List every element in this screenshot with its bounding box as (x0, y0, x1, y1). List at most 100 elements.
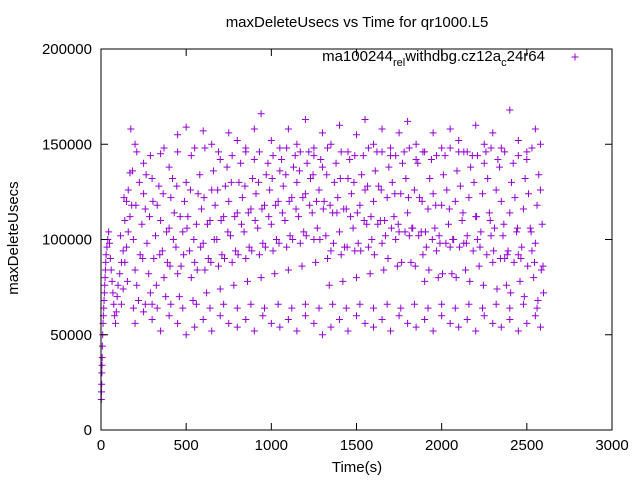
data-point (133, 148, 141, 156)
data-point (528, 247, 536, 255)
data-point (496, 255, 504, 263)
data-point (251, 216, 259, 224)
data-point (353, 274, 360, 282)
data-point (173, 182, 181, 190)
data-point (347, 213, 355, 221)
data-point (517, 255, 525, 263)
data-point (530, 274, 538, 282)
data-point (422, 243, 430, 251)
data-point (98, 361, 106, 369)
data-point (344, 148, 352, 156)
data-point (216, 155, 224, 163)
data-point (107, 266, 115, 274)
data-point (518, 243, 526, 251)
data-point (110, 300, 118, 308)
data-point (397, 304, 405, 312)
data-point (103, 243, 111, 251)
data-point (272, 201, 280, 209)
data-point (203, 289, 211, 297)
data-point (514, 136, 522, 144)
data-point (278, 155, 286, 163)
data-point (519, 205, 527, 213)
legend-label-subscript: rel (393, 57, 405, 69)
data-point (106, 239, 114, 247)
data-point (407, 258, 415, 266)
data-point (458, 216, 466, 224)
data-point (194, 190, 202, 198)
data-point (395, 228, 403, 236)
data-point (364, 144, 372, 152)
data-point (446, 243, 454, 251)
data-point (192, 300, 200, 308)
data-point (431, 224, 439, 232)
data-point (404, 117, 412, 125)
data-point (124, 186, 132, 194)
data-point (126, 213, 134, 221)
data-point (319, 205, 327, 213)
data-point (497, 323, 505, 331)
data-point (289, 163, 297, 171)
data-point (336, 175, 344, 183)
legend-label: ma100244relwithdbg.cz12ac24r64 (322, 48, 545, 69)
data-point (276, 144, 284, 152)
data-point (167, 194, 175, 202)
data-point (121, 258, 129, 266)
data-point (98, 342, 106, 350)
data-point (364, 182, 372, 190)
ticks-layer: 0 500 1000 1500 2000 2500 3000 0 50000 100000 1500… (42, 41, 629, 454)
data-point (174, 270, 182, 278)
data-point (351, 247, 359, 255)
data-point (197, 205, 205, 213)
data-point (315, 186, 323, 194)
data-point (327, 323, 335, 331)
data-point (439, 171, 447, 179)
data-point (506, 209, 514, 217)
data-point (214, 186, 222, 194)
data-point (493, 285, 501, 293)
legend-label-part: ma100244 (322, 48, 393, 65)
data-point (421, 277, 429, 285)
data-point (146, 289, 154, 297)
data-point (272, 236, 280, 243)
data-point (102, 258, 110, 266)
data-point (317, 155, 325, 163)
data-point (220, 255, 228, 263)
data-point (410, 186, 418, 194)
data-point (275, 239, 283, 247)
data-point (300, 228, 308, 236)
x-tick-label: 500 (174, 437, 199, 454)
data-point (329, 300, 337, 308)
data-point (455, 136, 463, 144)
data-point (526, 224, 534, 232)
data-point (289, 236, 297, 243)
data-point (361, 319, 369, 327)
data-point (463, 316, 471, 324)
data-point (524, 262, 532, 270)
data-point (116, 270, 124, 278)
data-point (223, 163, 231, 171)
data-point (170, 209, 178, 217)
legend-label-part: 24r64 (507, 48, 545, 65)
data-point (292, 205, 300, 213)
data-point (506, 316, 514, 324)
data-point (174, 131, 182, 139)
data-point (307, 175, 315, 183)
data-point (187, 152, 195, 160)
data-point (357, 247, 365, 255)
data-point (370, 323, 378, 331)
data-point (208, 140, 216, 148)
data-point (533, 304, 541, 312)
data-point (281, 216, 289, 224)
data-point (510, 258, 518, 266)
data-point (497, 144, 505, 152)
data-point (479, 304, 487, 312)
data-point (426, 175, 434, 183)
data-point (225, 319, 233, 327)
data-point (100, 289, 108, 297)
data-point (261, 201, 269, 209)
data-point (111, 312, 119, 320)
data-point (335, 316, 343, 324)
data-point (392, 236, 400, 243)
data-point (383, 300, 391, 308)
